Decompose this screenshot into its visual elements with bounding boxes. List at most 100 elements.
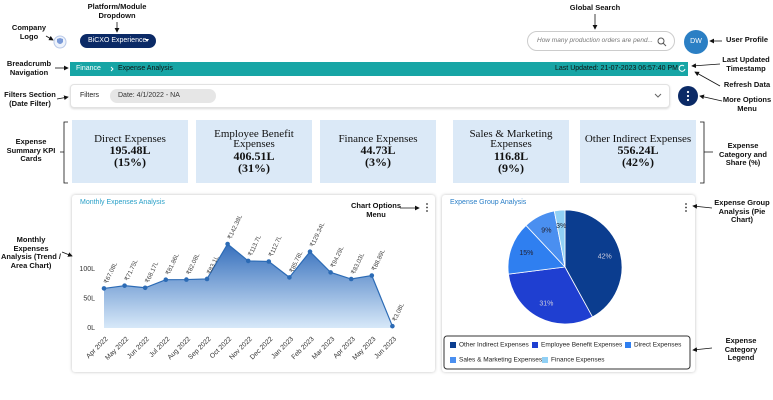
breadcrumb-separator <box>110 66 114 72</box>
annotation: More Options Menu <box>722 95 772 113</box>
kpi-title: Direct Expenses <box>94 132 166 145</box>
search-icon[interactable] <box>657 37 665 45</box>
slice-label: 15% <box>519 250 533 257</box>
logo[interactable] <box>53 35 67 49</box>
filter-chevron[interactable] <box>654 93 662 98</box>
date-chip[interactable]: Date: 4/1/2022 - NA <box>110 89 216 103</box>
annotation: Refresh Data <box>723 80 771 89</box>
point <box>266 259 272 264</box>
value-label: ₹67.08L <box>103 261 119 285</box>
x-tick-label: Jun 2023 <box>373 336 398 361</box>
slice-label: 3% <box>556 223 566 230</box>
point <box>101 286 107 291</box>
value-label: ₹88.89L <box>371 248 387 272</box>
point <box>245 258 251 264</box>
legend-label: Sales & Marketing Expenses <box>459 357 543 364</box>
kpi-share: (31%) <box>238 160 270 175</box>
refresh-icon[interactable] <box>678 64 686 72</box>
legend-label: Employee Benefit Expenses <box>541 342 623 349</box>
bracket <box>700 121 713 184</box>
legend-label: Finance Expenses <box>551 357 605 364</box>
kpi-card: Employee Benefit Expenses 406.51L (31%) <box>196 120 312 183</box>
point <box>204 276 210 282</box>
value-label: ₹112.7L <box>268 234 284 258</box>
point <box>307 249 313 254</box>
chart-options[interactable] <box>685 203 687 212</box>
module-dropdown[interactable]: BiCXO Experience <box>80 34 156 48</box>
value-label: ₹81.86L <box>165 252 181 276</box>
annotation: Company Logo <box>11 23 47 41</box>
pie-slice <box>508 266 594 325</box>
breadcrumb-bar <box>70 62 688 76</box>
slice-label: 42% <box>598 254 612 261</box>
slice-label: 9% <box>541 227 551 234</box>
value-label: ₹142.38L <box>227 213 245 240</box>
bracket <box>60 121 68 184</box>
chart-title: Monthly Expenses Analysis <box>80 199 165 206</box>
point <box>122 283 127 288</box>
arrows <box>45 14 723 352</box>
value-label: ₹3.08L <box>391 302 406 323</box>
search-placeholder: How many production orders are pend... <box>537 37 653 44</box>
search-box[interactable] <box>527 31 675 51</box>
annotation: Expense Category Legend <box>724 336 758 363</box>
legend-label: Other Indirect Expenses <box>459 342 529 349</box>
kpi-share: (3%) <box>365 155 391 170</box>
pie-slice <box>553 209 566 268</box>
dropdown-caret[interactable] <box>145 39 149 42</box>
value-label: ₹94.29L <box>330 245 346 269</box>
kpi-share: (42%) <box>622 155 654 170</box>
kpi-value: 556.24L <box>617 143 659 158</box>
kpi-card: Other Indirect Expenses 556.24L (42%) <box>580 120 696 183</box>
y-tick-label: 50L <box>83 295 95 302</box>
legend-swatch <box>542 357 548 363</box>
y-tick-label: 100L <box>79 266 95 273</box>
kpi-share: (9%) <box>498 160 524 175</box>
breadcrumb-item[interactable]: Finance <box>76 65 101 72</box>
pie-slice <box>564 209 623 318</box>
pie-slice <box>507 224 566 275</box>
kpi-title: Employee Benefit Expenses <box>214 127 294 150</box>
kpi-value: 406.51L <box>233 148 275 163</box>
kpi-value: 44.73L <box>360 143 396 158</box>
chart-title: Expense Group Analysis <box>450 199 527 206</box>
x-tick-label: Dec 2022 <box>249 336 275 362</box>
slice-label: 31% <box>539 300 553 307</box>
kpi-card: Sales & Marketing Expenses 116.8L (9%) <box>453 120 569 183</box>
value-label: ₹83.03L <box>350 251 366 275</box>
annotation: Last Updated Timestamp <box>722 55 770 73</box>
kpi-share: (15%) <box>114 155 146 170</box>
legend-swatch <box>625 342 631 348</box>
annotation: User Profile <box>725 35 769 44</box>
legend-swatch <box>450 342 456 348</box>
kpi-card: Direct Expenses 195.48L (15%) <box>72 120 188 183</box>
legend-label: Direct Expenses <box>634 342 682 349</box>
annotation: Filters Section (Date Filter) <box>4 90 56 108</box>
kpi-card: Finance Expenses 44.73L (3%) <box>320 120 436 183</box>
annotation: Expense Summary KPI Cards <box>6 137 56 164</box>
x-tick-label: Jun 2022 <box>126 336 151 361</box>
avatar[interactable]: DW <box>684 30 708 54</box>
kpi-title: Finance Expenses <box>338 132 418 145</box>
value-label: ₹129.34L <box>309 221 327 248</box>
chart-options[interactable] <box>426 203 428 212</box>
kpi-title: Sales & Marketing Expenses <box>469 127 553 150</box>
annotation: Monthly Expenses Analysis (Trend / Area … <box>0 235 62 270</box>
breadcrumb-item: Expense Analysis <box>118 65 173 72</box>
point <box>348 276 354 282</box>
annotation: Platform/Module Dropdown <box>87 2 147 20</box>
annotation: Global Search <box>569 3 621 12</box>
kpi-value: 195.48L <box>109 143 151 158</box>
value-label: ₹68.17L <box>144 260 160 284</box>
annotation: Expense Group Analysis (Pie Chart) <box>714 198 770 225</box>
point <box>328 270 333 275</box>
area <box>104 243 393 328</box>
x-tick-label: Sep 2022 <box>187 336 213 362</box>
point <box>287 275 292 280</box>
annotation: Breadcrumb Navigation <box>6 59 52 77</box>
value-label: ₹82.08L <box>185 252 201 276</box>
last-updated: Last Updated: 21-07-2023 06:57:40 PM <box>555 65 678 72</box>
kpi-value: 116.8L <box>493 148 529 163</box>
